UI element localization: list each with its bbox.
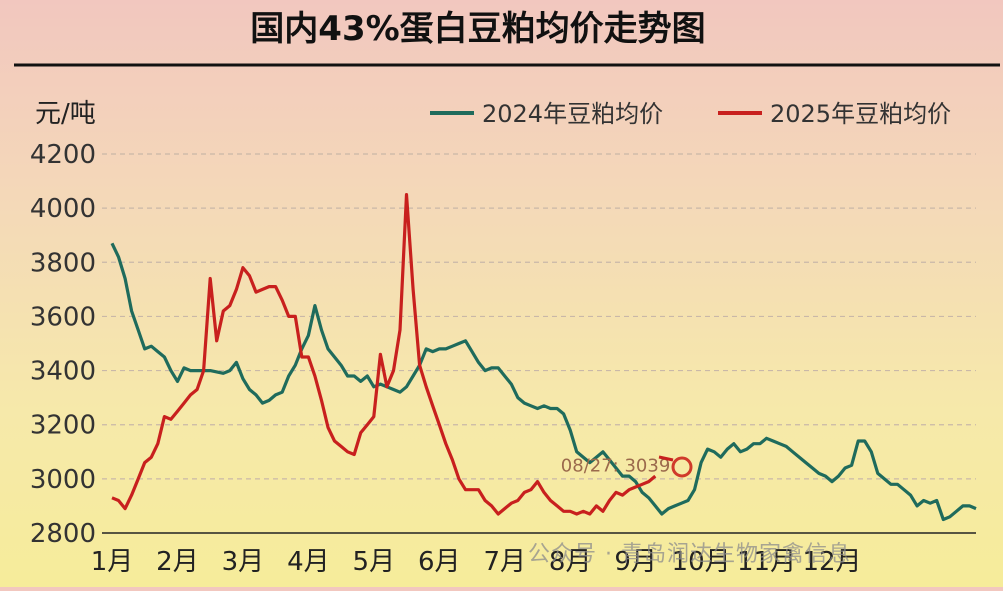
grid-lines xyxy=(102,153,976,534)
watermark: 公众号 · 青岛润达生物家禽信息 xyxy=(528,542,851,567)
chart-title: 国内43%蛋白豆粕均价走势图 xyxy=(250,9,705,49)
x-tick-3: 3月 xyxy=(222,547,265,577)
x-tick-11: 11月 xyxy=(737,547,796,577)
legend-label-2: 2025年豆粕均价 xyxy=(770,100,951,128)
x-tick-9: 9月 xyxy=(614,547,657,577)
y-axis-unit-label: 元/吨 xyxy=(35,99,96,129)
legend: 2024年豆粕均价 2025年豆粕均价 xyxy=(430,100,951,128)
y-tick-2800: 2800 xyxy=(30,519,96,549)
y-tick-4200: 4200 xyxy=(30,140,96,170)
x-tick-2: 2月 xyxy=(156,547,199,577)
annotation-marker xyxy=(671,456,693,478)
annotation-connector xyxy=(658,455,674,462)
y-tick-3400: 3400 xyxy=(30,357,96,387)
x-tick-8: 8月 xyxy=(549,547,592,577)
x-tick-10: 10月 xyxy=(672,547,731,577)
x-tick-4: 4月 xyxy=(287,547,330,577)
x-tick-labels: 1月 2月 3月 4月 5月 6月 7月 8月 9月 10月 11月 12月 xyxy=(91,547,862,577)
x-tick-5: 5月 xyxy=(353,547,396,577)
series-lines xyxy=(110,193,977,522)
y-tick-3800: 3800 xyxy=(30,248,96,278)
x-tick-7: 7月 xyxy=(483,547,526,577)
x-tick-12: 12月 xyxy=(802,547,861,577)
y-tick-4000: 4000 xyxy=(30,194,96,224)
legend-label-1: 2024年豆粕均价 xyxy=(482,100,663,128)
series-line-1 xyxy=(110,242,977,522)
annotation: 08/27: 3039 xyxy=(561,455,693,478)
y-tick-3600: 3600 xyxy=(30,302,96,332)
y-tick-3200: 3200 xyxy=(30,411,96,441)
y-tick-3000: 3000 xyxy=(30,465,96,495)
series-line-2 xyxy=(111,193,657,516)
x-tick-1: 1月 xyxy=(91,547,134,577)
annotation-label: 08/27: 3039 xyxy=(561,455,670,476)
x-tick-6: 6月 xyxy=(418,547,461,577)
y-tick-labels: 2800 3000 3200 3400 3600 3800 4000 4200 xyxy=(30,140,96,549)
